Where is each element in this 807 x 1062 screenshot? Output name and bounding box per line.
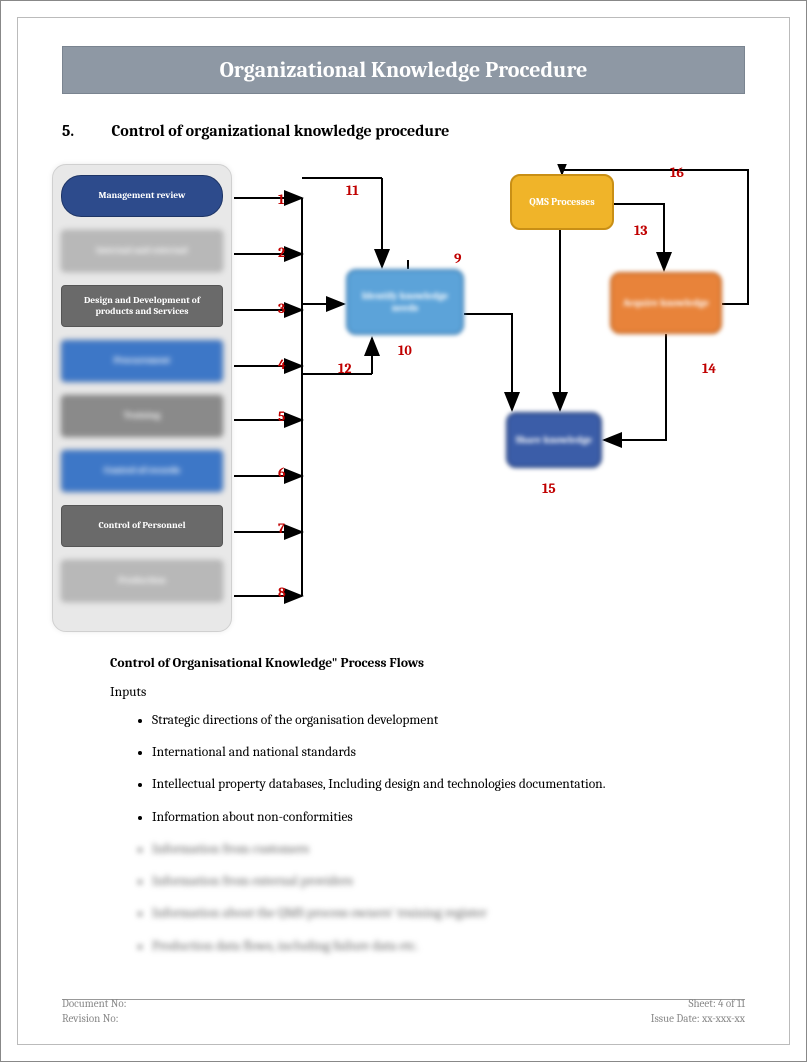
process-flows-heading: Control of Organisational Knowledge" Pro…: [110, 656, 745, 671]
input-box: Training: [61, 395, 223, 437]
footer-right: Sheet: 4 of 11 Issue Date: xx-xxx-xx: [651, 997, 745, 1026]
flow-number: 14: [702, 360, 716, 377]
input-box: Procurement: [61, 340, 223, 382]
flow-number: 2: [278, 244, 285, 261]
flow-number: 3: [278, 300, 285, 317]
node-acquire: Acquire knowledge: [610, 272, 722, 334]
footer-left: Document No: Revision No:: [62, 997, 127, 1026]
input-box: Production: [61, 560, 223, 602]
list-item-blurred: Information from external providers: [152, 873, 745, 891]
node-qms-processes: QMS Processes: [510, 174, 614, 230]
node-center: Identify knowledge needs: [346, 269, 464, 335]
list-item-blurred: Information about the QMS process owners…: [152, 905, 745, 923]
node-share: Share knowledge: [506, 412, 602, 468]
flow-number: 4: [278, 356, 286, 373]
list-item-blurred: Information from customers: [152, 841, 745, 859]
list-item-blurred: Production data flows, including failure…: [152, 938, 745, 956]
input-box: Management review: [61, 175, 223, 217]
revision-no-label: Revision No:: [62, 1012, 127, 1026]
flow-number: 8: [278, 584, 286, 601]
flow-diagram: Management review Internal and external De…: [52, 164, 752, 644]
flow-number: 16: [670, 164, 684, 181]
flow-number: 12: [338, 360, 352, 377]
flow-number: 9: [454, 250, 461, 267]
document-no-label: Document No:: [62, 997, 127, 1011]
flow-number: 11: [346, 182, 359, 199]
body-text: Control of Organisational Knowledge" Pro…: [110, 656, 745, 956]
flow-number: 6: [278, 464, 286, 481]
document-title-bar: Organizational Knowledge Procedure: [62, 46, 745, 94]
list-item: Strategic directions of the organisation…: [152, 712, 745, 730]
input-box: Control of records: [61, 450, 223, 492]
sheet-number: Sheet: 4 of 11: [651, 997, 745, 1011]
section-number: 5.: [62, 122, 108, 140]
flow-number: 15: [542, 480, 556, 497]
issue-date: Issue Date: xx-xxx-xx: [651, 1012, 745, 1026]
inputs-list: Strategic directions of the organisation…: [152, 712, 745, 956]
section-title: Control of organizational knowledge proc…: [112, 122, 450, 140]
list-item: Information about non-conformities: [152, 809, 745, 827]
flow-number: 13: [634, 222, 648, 239]
flow-number: 1: [278, 191, 284, 208]
input-box: Control of Personnel: [61, 505, 223, 547]
list-item: International and national standards: [152, 744, 745, 762]
input-box: Internal and external: [61, 230, 223, 272]
inputs-panel: Management review Internal and external De…: [52, 164, 232, 632]
section-heading: 5. Control of organizational knowledge p…: [62, 122, 745, 140]
inputs-subheading: Inputs: [110, 685, 745, 700]
flow-number: 5: [278, 408, 285, 425]
page-footer: Document No: Revision No: Sheet: 4 of 11…: [62, 997, 745, 1026]
list-item: Intellectual property databases, Includi…: [152, 776, 745, 794]
input-box: Design and Development of products and S…: [61, 285, 223, 327]
page-frame: Organizational Knowledge Procedure 5. Co…: [17, 17, 790, 1045]
flow-number: 10: [398, 342, 412, 359]
flow-number: 7: [278, 520, 285, 537]
